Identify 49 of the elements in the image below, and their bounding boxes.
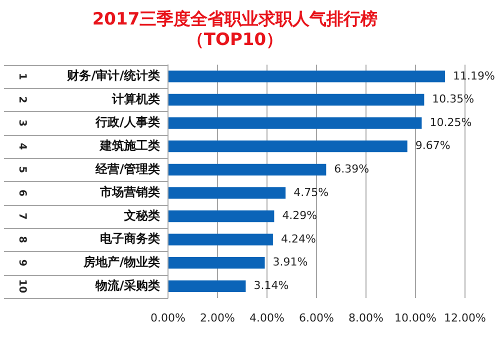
data-label: 4.29% xyxy=(282,209,318,222)
text: 6 xyxy=(16,189,28,196)
x-tick-label: 0.00% xyxy=(150,311,186,324)
x-tick-label: 8.00% xyxy=(348,311,384,324)
y-tick-label: 计算机类 xyxy=(111,92,160,106)
y-tick-label: 市场营销类 xyxy=(99,185,160,200)
data-label: 3.14% xyxy=(254,279,289,292)
chart-title: 2017三季度全省职业求职人气排行榜 xyxy=(92,10,378,30)
data-label: 10.35% xyxy=(432,92,474,106)
y-tick-label: 建筑施工类 xyxy=(99,138,160,152)
data-label: 3.91% xyxy=(272,256,308,269)
text: 5 xyxy=(16,166,28,174)
bar xyxy=(168,234,273,246)
data-label: 6.39% xyxy=(334,162,370,176)
text: 9 xyxy=(16,259,28,266)
text: 1 xyxy=(16,72,28,80)
text: 4 xyxy=(16,142,28,150)
text: 2 xyxy=(16,96,28,104)
text: 3 xyxy=(16,120,28,127)
chart-subtitle: （TOP10） xyxy=(186,30,284,50)
data-label: 4.75% xyxy=(294,186,329,199)
y-tick-label: 房地产/物业类 xyxy=(82,254,160,269)
bar xyxy=(168,210,274,222)
x-tick-label: 2.00% xyxy=(200,311,235,324)
bar xyxy=(168,117,422,129)
bar xyxy=(168,164,326,176)
bar xyxy=(168,70,445,82)
x-tick-label: 4.00% xyxy=(250,311,284,324)
y-tick-label: 物流/采购类 xyxy=(94,278,160,292)
text: 8 xyxy=(16,236,28,244)
x-tick-label: 6.00% xyxy=(299,311,334,324)
bar xyxy=(168,187,286,199)
y-tick-label: 电子商务类 xyxy=(100,232,160,246)
x-tick-label: 10.00% xyxy=(394,311,436,324)
bar xyxy=(168,94,424,106)
data-label: 11.19% xyxy=(452,69,495,82)
data-label: 10.25% xyxy=(430,116,472,129)
text: 10 xyxy=(16,279,28,294)
bar xyxy=(168,140,408,152)
y-tick-label: 经营/管理类 xyxy=(94,162,160,176)
bar xyxy=(168,280,246,292)
y-tick-label: 文秘类 xyxy=(123,208,160,222)
text: 7 xyxy=(16,212,28,220)
x-tick-label: 12.00% xyxy=(444,311,486,324)
y-tick-label: 财务/审计/统计类 xyxy=(66,68,160,83)
bar xyxy=(168,257,265,269)
data-label: 4.24% xyxy=(280,232,316,246)
y-tick-label: 行政/人事类 xyxy=(94,115,160,130)
data-label: 9.67% xyxy=(415,139,450,152)
